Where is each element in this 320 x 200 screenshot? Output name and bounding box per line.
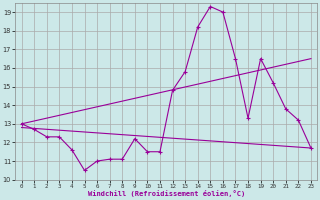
X-axis label: Windchill (Refroidissement éolien,°C): Windchill (Refroidissement éolien,°C): [88, 190, 245, 197]
